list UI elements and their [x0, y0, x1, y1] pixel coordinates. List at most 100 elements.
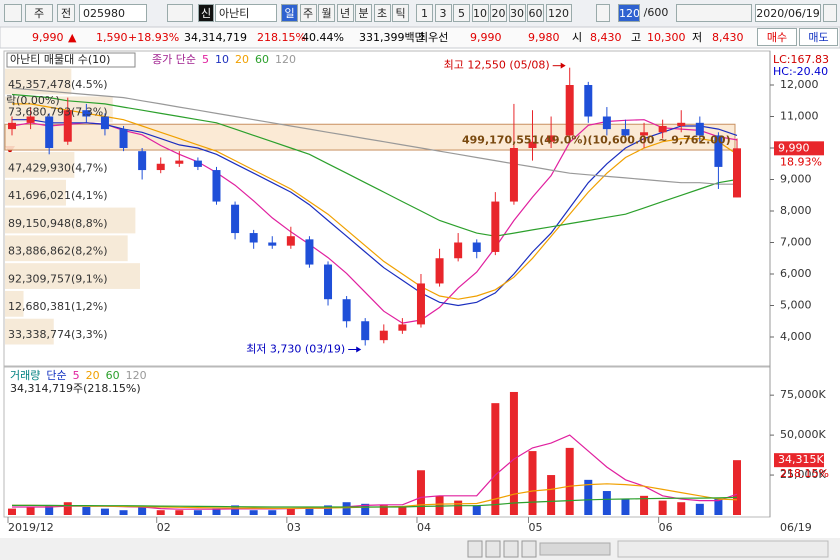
candle-body: [435, 258, 444, 284]
volume-bar: [119, 510, 128, 515]
change: 1,590: [96, 31, 128, 44]
y-tick-label: 75,000K: [780, 388, 826, 401]
profile-label: 73,680,793(7.3%): [8, 106, 108, 119]
menu-icon[interactable]: [4, 4, 22, 22]
volume-bar: [45, 505, 54, 515]
volume-bar: [677, 502, 686, 515]
volume-bar: [435, 495, 444, 515]
period-select[interactable]: 주: [25, 4, 53, 22]
volume-bar: [714, 499, 723, 515]
tool-icons[interactable]: [617, 540, 829, 558]
high: 10,300: [647, 31, 686, 44]
low: 8,430: [712, 31, 744, 44]
date-input[interactable]: 2020/06/19: [755, 4, 821, 22]
candle-body: [416, 283, 425, 325]
candle-body: [175, 160, 184, 164]
volume-bar: [528, 451, 537, 515]
candle-body: [212, 170, 221, 202]
play-button[interactable]: [485, 540, 501, 558]
tick-button[interactable]: 1: [416, 4, 433, 22]
profile-bar: [5, 290, 24, 317]
next-button[interactable]: [521, 540, 537, 558]
profile-label: 45,357,478(4.5%): [8, 78, 108, 91]
annotation-arrowhead: [560, 62, 566, 69]
x-tick-label: 06: [659, 521, 673, 534]
candle-body: [8, 122, 16, 130]
volume-bar: [379, 505, 388, 515]
unit-button[interactable]: 분: [355, 4, 372, 22]
candle-body: [584, 85, 593, 117]
volume-bar: [249, 510, 258, 515]
sell-button[interactable]: 매도: [799, 28, 838, 46]
candle-body: [82, 110, 91, 117]
candle-body: [100, 116, 109, 130]
y-tick-label: 50,000K: [780, 428, 826, 441]
profile-label: 83,886,862(8,2%): [8, 245, 108, 258]
profile-label: 499,170,551(49.0%)(10,600.00 ~ 9,762.00): [462, 133, 731, 146]
tick-button[interactable]: 10: [471, 4, 489, 22]
unit-button[interactable]: 일: [281, 4, 298, 22]
tick-button[interactable]: 5: [453, 4, 470, 22]
unit-button[interactable]: 주: [299, 4, 317, 22]
candle-body: [324, 264, 333, 300]
legend-item: 20: [86, 369, 100, 382]
legend-item: 20: [235, 53, 249, 66]
code-input[interactable]: 025980: [79, 4, 147, 22]
candle-body: [249, 233, 258, 243]
mode-select[interactable]: 전: [57, 4, 75, 22]
y-tick-label: 5,000: [780, 298, 812, 311]
calendar-icon[interactable]: [823, 4, 837, 22]
candle-body: [491, 201, 500, 252]
turnover: 40.44%: [302, 31, 344, 44]
buy-button[interactable]: 매수: [757, 28, 797, 46]
volume-bar: [491, 403, 500, 515]
candle-body: [268, 242, 277, 246]
candle-body: [509, 148, 518, 202]
spin[interactable]: [596, 4, 610, 22]
info-bg: [0, 26, 840, 49]
open-label: 시: [572, 31, 583, 44]
tick-button[interactable]: 60: [527, 4, 544, 22]
candle-body: [677, 122, 686, 126]
tick-button[interactable]: 120: [545, 4, 572, 22]
candle-body: [528, 141, 537, 149]
ma-line: [12, 103, 738, 300]
legend-item: 5: [73, 369, 80, 382]
candle-body: [63, 110, 72, 142]
search-icon[interactable]: [167, 4, 193, 22]
volume-bar: [733, 460, 741, 515]
legend-item: 60: [255, 53, 269, 66]
profile-bar: [5, 207, 136, 234]
unit-button[interactable]: 초: [373, 4, 391, 22]
annotation: 최저 3,730 (03/19): [246, 343, 345, 356]
volume-bar: [26, 507, 35, 515]
best-label: 최우선: [418, 31, 449, 44]
count[interactable]: 120: [618, 4, 640, 22]
volume-bar: [454, 500, 463, 515]
indicator: LC:167.83: [773, 53, 829, 66]
y-tick-label: 4,000: [780, 330, 812, 343]
amount: 331,399백만: [359, 31, 425, 44]
tick-button[interactable]: 3: [434, 4, 452, 22]
volume-bar: [156, 510, 165, 515]
y-tick-label: 9,000: [780, 173, 812, 186]
unit-button[interactable]: 년: [336, 4, 354, 22]
tick-button[interactable]: 20: [490, 4, 507, 22]
unit-button[interactable]: 월: [318, 4, 335, 22]
scroll-button[interactable]: [467, 540, 483, 558]
volume: 34,314,719: [184, 31, 247, 44]
name-input[interactable]: 아난티: [215, 4, 277, 22]
profile-label: 92,309,757(9,1%): [8, 272, 108, 285]
count-max: /600: [643, 6, 669, 19]
tick-button[interactable]: 30: [508, 4, 526, 22]
y-tick-label: 6,000: [780, 267, 812, 280]
y-tick-label: 11,000: [780, 110, 819, 123]
profile-bar: [5, 96, 113, 123]
unit-button[interactable]: 틱: [392, 4, 409, 22]
candle-body: [640, 132, 649, 136]
scroll-track[interactable]: [539, 542, 611, 556]
tool-icons[interactable]: [676, 4, 752, 22]
stop-button[interactable]: [503, 540, 519, 558]
